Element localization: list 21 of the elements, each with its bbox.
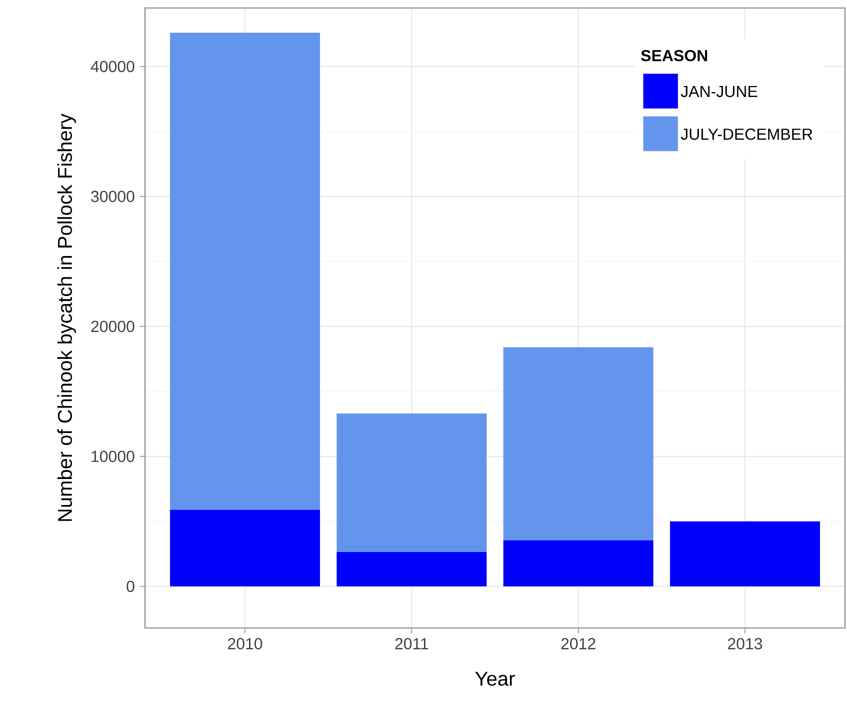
bar — [336, 414, 487, 552]
x-tick-label: 2013 — [728, 638, 762, 650]
y-tick-label: 20000 — [91, 320, 134, 332]
y-tick-label: 40000 — [90, 60, 134, 72]
bar — [503, 347, 654, 540]
x-tick-label: 2012 — [561, 638, 596, 650]
y-tick-label: 0 — [126, 580, 134, 592]
x-tick-label: 2011 — [395, 638, 428, 650]
legend-label: JULY-DECEMBER — [680, 128, 812, 140]
bar — [670, 521, 820, 586]
x-axis-title: Year — [475, 672, 515, 686]
y-tick-label: 30000 — [91, 190, 134, 202]
x-tick-label: 2010 — [228, 638, 262, 650]
legend-title: SEASON — [641, 50, 708, 62]
bar — [503, 540, 654, 586]
legend-label: JAN-JUNE — [680, 86, 758, 98]
y-axis-title: Number of Chinook bycatch in Pollock Fishery — [57, 114, 76, 521]
bar — [170, 510, 320, 586]
y-tick-label: 10000 — [92, 450, 134, 462]
bar — [336, 552, 487, 586]
bar — [170, 32, 320, 510]
